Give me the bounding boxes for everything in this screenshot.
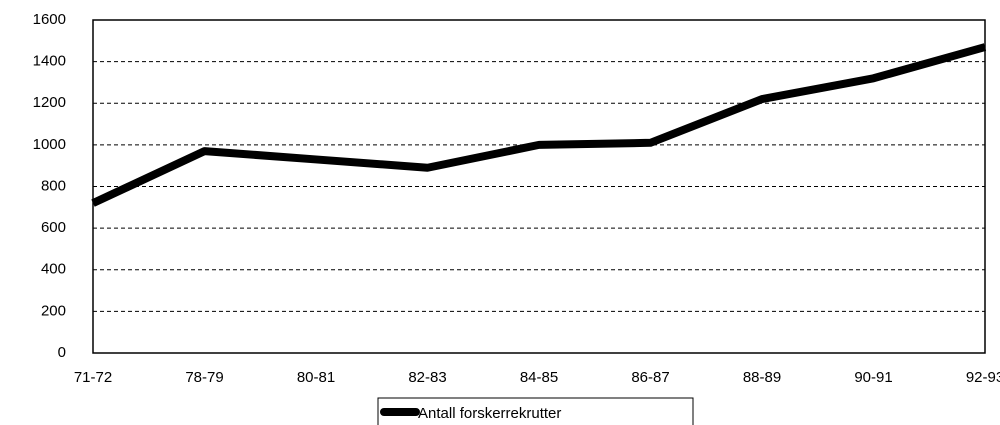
y-tick-label: 800 xyxy=(41,177,66,194)
x-tick-label: 82-83 xyxy=(408,369,446,386)
legend-label: Antall forskerrekrutter xyxy=(418,405,561,422)
y-tick-label: 600 xyxy=(41,219,66,236)
x-tick-label: 80-81 xyxy=(297,369,335,386)
y-tick-label: 200 xyxy=(41,302,66,319)
x-tick-label: 86-87 xyxy=(631,369,669,386)
legend-box xyxy=(377,397,694,425)
y-tick-label: 400 xyxy=(41,261,66,278)
line xyxy=(91,43,987,207)
y-tick-label: 1400 xyxy=(33,53,66,70)
x-tick-label: 78-79 xyxy=(185,369,223,386)
y-tick-label: 1000 xyxy=(33,136,66,153)
y-tick-label: 1600 xyxy=(33,11,66,28)
y-tick-label: 1200 xyxy=(33,94,66,111)
x-tick-label: 88-89 xyxy=(743,369,781,386)
y-tick-label: 0 xyxy=(58,344,66,361)
x-tick-label: 90-91 xyxy=(854,369,892,386)
x-tick-label: 84-85 xyxy=(520,369,558,386)
x-tick-label: 92-93 xyxy=(966,369,1000,386)
x-tick-label: 71-72 xyxy=(74,369,112,386)
